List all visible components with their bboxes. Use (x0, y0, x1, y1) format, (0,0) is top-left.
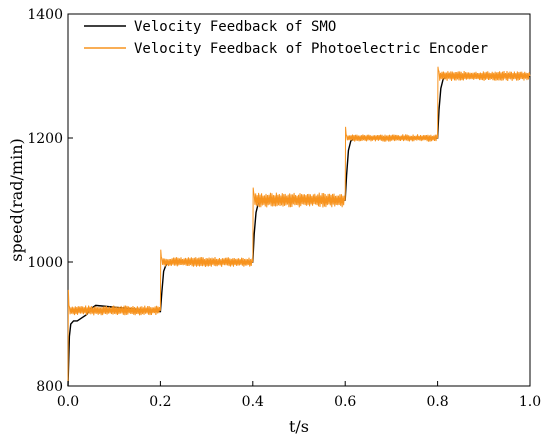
x-tick-label: 0.6 (334, 394, 356, 410)
y-axis-ticks: 800 1000 1200 1400 (27, 7, 73, 395)
series-line-encoder (67, 66, 531, 387)
plot-frame (67, 13, 531, 387)
x-axis-label: t/s (289, 417, 309, 436)
x-axis-ticks: 0.0 0.2 0.4 0.6 0.8 1.0 (57, 381, 541, 410)
x-tick-label: 1.0 (519, 394, 541, 410)
y-tick-label: 1000 (27, 255, 63, 271)
y-tick-label: 1400 (27, 7, 63, 23)
x-tick-label: 0.4 (242, 394, 264, 410)
legend: Velocity Feedback of SMO Velocity Feedba… (84, 19, 488, 57)
legend-label-smo: Velocity Feedback of SMO (134, 19, 336, 35)
series-line-smo (67, 75, 530, 387)
x-tick-label: 0.0 (57, 394, 79, 410)
y-tick-label: 1200 (27, 131, 63, 147)
y-axis-label: speed(rad/min) (7, 138, 26, 262)
legend-label-encoder: Velocity Feedback of Photoelectric Encod… (134, 41, 488, 57)
y-tick-label: 800 (36, 379, 63, 395)
x-tick-label: 0.8 (426, 394, 448, 410)
x-tick-label: 0.2 (149, 394, 171, 410)
